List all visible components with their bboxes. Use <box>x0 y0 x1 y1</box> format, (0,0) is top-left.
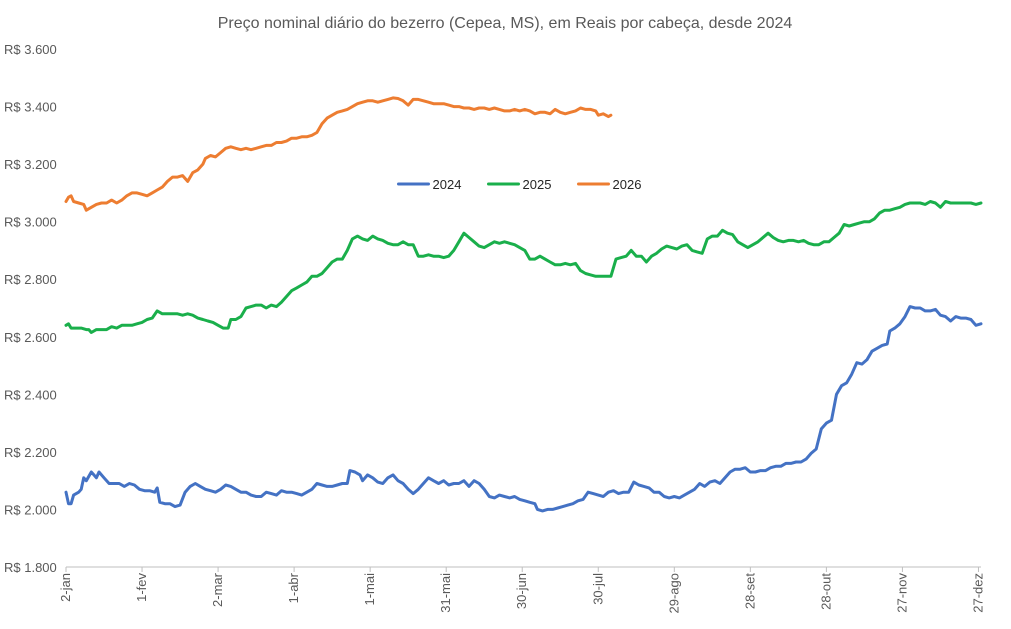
y-tick-label: R$ 2.400 <box>4 387 57 402</box>
legend: 2024 2025 2026 <box>397 177 642 192</box>
x-tick-label: 1-fev <box>134 573 149 602</box>
x-tick-label: 1-abr <box>286 572 301 603</box>
x-tick-label: 28-out <box>818 573 833 610</box>
y-tick-label: R$ 3.400 <box>4 100 57 115</box>
y-axis: R$ 1.800 R$ 2.000 R$ 2.200 R$ 2.400 R$ 2.600… <box>4 42 57 575</box>
x-tick-label: 31-mai <box>438 573 453 613</box>
chart-title: Preço nominal diário do bezerro (Cepea, … <box>218 15 793 32</box>
x-tick-label: 27-dez <box>970 573 985 613</box>
series-line-2024 <box>64 305 983 513</box>
x-axis: 2-jan 1-fev 2-mar 1-abr 1-mai 31-mai 30-jun 30-… <box>58 566 985 613</box>
legend-item-2026: 2026 <box>577 177 642 192</box>
y-tick-label: R$ 3.200 <box>4 157 57 172</box>
x-tick-label: 28-set <box>742 573 757 610</box>
series-line-2026 <box>64 96 613 212</box>
series-layer <box>64 96 983 513</box>
legend-item-2024: 2024 <box>397 177 462 192</box>
x-tick-label: 27-nov <box>894 573 909 613</box>
series-line-2025 <box>64 200 983 334</box>
x-tick-label: 1-mai <box>362 573 377 606</box>
y-tick-label: R$ 2.600 <box>4 330 57 345</box>
y-tick-label: R$ 3.000 <box>4 215 57 230</box>
y-tick-label: R$ 1.800 <box>4 560 57 575</box>
y-tick-label: R$ 2.800 <box>4 272 57 287</box>
y-tick-label: R$ 2.000 <box>4 502 57 517</box>
legend-item-2025: 2025 <box>487 177 552 192</box>
x-tick-label: 29-ago <box>666 573 681 613</box>
x-tick-label: 2-jan <box>58 573 73 602</box>
legend-label: 2024 <box>433 177 462 192</box>
y-tick-label: R$ 2.200 <box>4 445 57 460</box>
x-tick-label: 30-jun <box>514 573 529 609</box>
x-tick-label: 30-jul <box>590 573 605 605</box>
y-tick-label: R$ 3.600 <box>4 42 57 57</box>
legend-label: 2026 <box>613 177 642 192</box>
legend-label: 2025 <box>523 177 552 192</box>
x-tick-label: 2-mar <box>210 572 225 607</box>
